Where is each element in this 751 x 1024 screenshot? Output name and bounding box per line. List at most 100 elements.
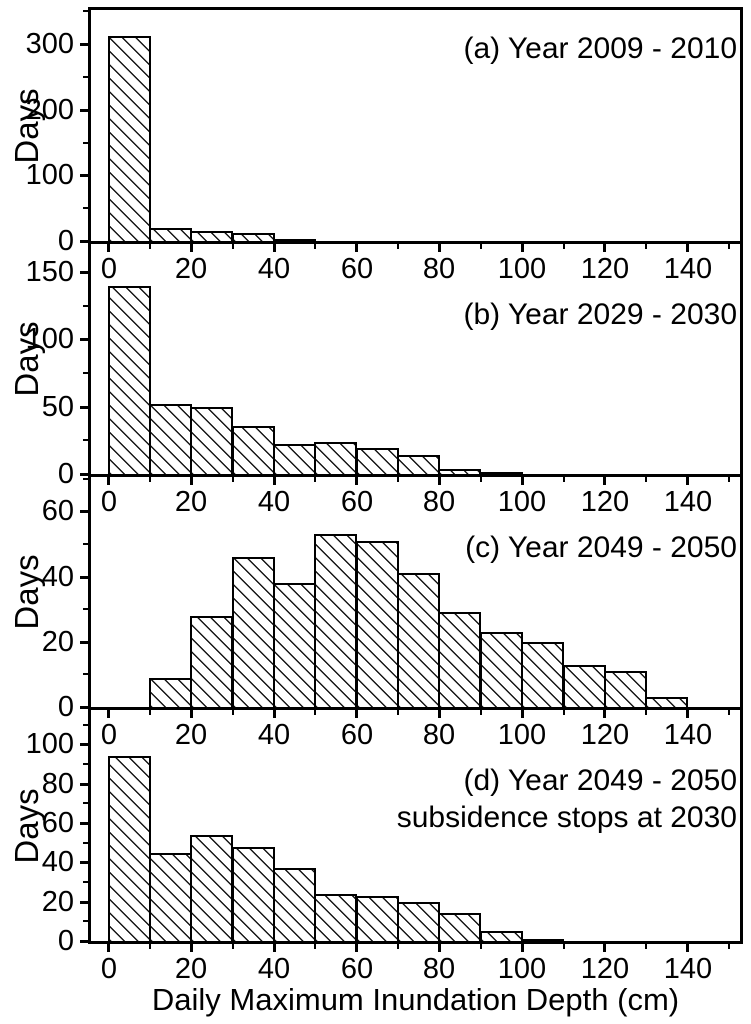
x-major-tick — [438, 477, 441, 485]
x-tick-label: 20 — [174, 953, 208, 985]
histogram-bar — [438, 612, 481, 707]
y-minor-tick — [83, 10, 88, 12]
x-major-tick — [355, 944, 358, 952]
histogram-bar — [314, 534, 357, 707]
x-tick-label: 120 — [580, 486, 630, 518]
histogram-bar — [232, 847, 275, 941]
histogram-bar — [190, 231, 233, 241]
panel-title: (a) Year 2009 - 2010 — [463, 32, 737, 65]
x-minor-tick — [563, 477, 565, 482]
x-axis-line — [88, 241, 743, 244]
y-major-tick — [80, 901, 88, 904]
x-minor-tick — [232, 477, 234, 482]
x-tick-label: 100 — [497, 253, 547, 285]
x-minor-tick — [480, 710, 482, 715]
y-minor-tick — [83, 724, 88, 726]
histogram-bar — [232, 233, 275, 241]
histogram-bar — [397, 455, 440, 474]
panel-title: (b) Year 2029 - 2030 — [463, 298, 737, 331]
x-tick-label: 100 — [497, 486, 547, 518]
histogram-bar — [397, 573, 440, 707]
x-minor-tick — [563, 710, 565, 715]
x-tick-label: 140 — [663, 253, 713, 285]
y-tick-label: 20 — [41, 626, 74, 658]
x-minor-tick — [645, 944, 647, 949]
y-major-tick — [80, 406, 88, 409]
y-tick-label: 100 — [25, 323, 74, 355]
histogram-bar — [563, 665, 606, 707]
y-major-tick — [80, 240, 88, 243]
x-major-tick — [107, 244, 110, 252]
y-tick-label: 40 — [41, 561, 74, 593]
y-minor-tick — [83, 763, 88, 765]
x-major-tick — [686, 944, 689, 952]
x-minor-tick — [314, 244, 316, 249]
x-tick-label: 40 — [257, 953, 291, 985]
y-major-tick — [80, 43, 88, 46]
x-minor-tick — [645, 244, 647, 249]
y-major-tick — [80, 706, 88, 709]
histogram-bar — [190, 407, 233, 474]
y-tick-label: 80 — [41, 768, 74, 800]
y-minor-tick — [83, 802, 88, 804]
y-major-tick — [80, 641, 88, 644]
histogram-bar — [521, 642, 564, 707]
histogram-bar — [190, 616, 233, 707]
histogram-bar — [480, 472, 523, 474]
histogram-bar — [190, 835, 233, 941]
x-tick-label: 0 — [100, 486, 118, 518]
x-major-tick — [107, 477, 110, 485]
x-tick-label: 80 — [422, 719, 456, 751]
y-tick-label: 20 — [41, 886, 74, 918]
histogram-bar — [397, 902, 440, 941]
x-major-tick — [521, 710, 524, 718]
y-major-tick — [80, 338, 88, 341]
histogram-bar — [108, 36, 151, 241]
x-minor-tick — [728, 244, 730, 249]
x-minor-tick — [232, 944, 234, 949]
histogram-bar — [232, 557, 275, 707]
x-major-tick — [190, 710, 193, 718]
histogram-bar — [108, 756, 151, 941]
histogram-bar — [149, 678, 192, 707]
x-tick-label: 120 — [580, 253, 630, 285]
x-tick-label: 0 — [100, 953, 118, 985]
x-tick-label: 60 — [340, 253, 374, 285]
y-minor-tick — [83, 478, 88, 480]
x-major-tick — [273, 944, 276, 952]
x-minor-tick — [314, 477, 316, 482]
x-axis-title: Daily Maximum Inundation Depth (cm) — [151, 982, 680, 1017]
y-major-tick — [80, 743, 88, 746]
y-minor-tick — [83, 920, 88, 922]
x-minor-tick — [149, 944, 151, 949]
x-tick-label: 80 — [422, 953, 456, 985]
x-minor-tick — [397, 944, 399, 949]
y-minor-tick — [83, 842, 88, 844]
x-tick-label: 80 — [422, 253, 456, 285]
x-tick-label: 0 — [100, 719, 118, 751]
y-major-tick — [80, 861, 88, 864]
x-axis-line — [88, 474, 743, 477]
histogram-bar — [645, 697, 688, 707]
histogram-bar — [314, 442, 357, 474]
x-minor-tick — [728, 477, 730, 482]
x-tick-label: 140 — [663, 486, 713, 518]
x-major-tick — [438, 710, 441, 718]
x-minor-tick — [480, 944, 482, 949]
histogram-bar — [314, 894, 357, 941]
x-tick-label: 100 — [497, 953, 547, 985]
x-minor-tick — [397, 710, 399, 715]
x-tick-label: 60 — [340, 486, 374, 518]
x-minor-tick — [314, 944, 316, 949]
x-major-tick — [107, 710, 110, 718]
histogram-bar — [149, 853, 192, 941]
y-axis-title: Days — [8, 554, 45, 630]
x-tick-label: 40 — [257, 719, 291, 751]
y-tick-label: 100 — [25, 728, 74, 760]
x-major-tick — [273, 710, 276, 718]
histogram-bar — [273, 444, 316, 474]
y-axis-title: Days — [8, 88, 45, 164]
y-minor-tick — [83, 439, 88, 441]
y-tick-label: 60 — [41, 495, 74, 527]
